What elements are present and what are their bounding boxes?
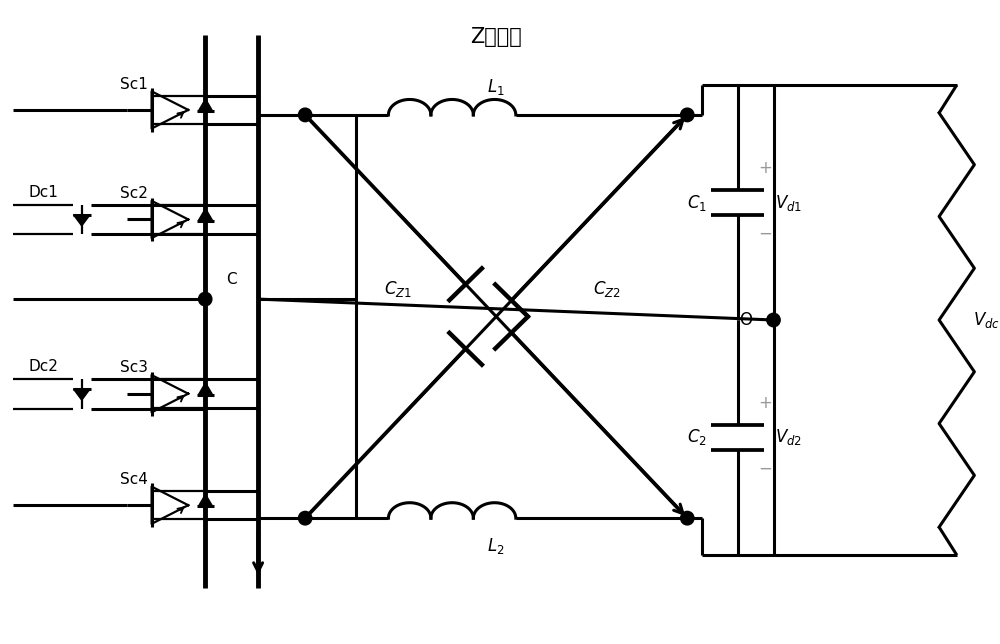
Text: +: +: [759, 393, 773, 412]
Text: $V_{d1}$: $V_{d1}$: [775, 193, 802, 213]
Circle shape: [681, 511, 694, 525]
Text: +: +: [759, 158, 773, 176]
Text: $C_{Z1}$: $C_{Z1}$: [384, 279, 412, 299]
Text: C: C: [226, 272, 237, 287]
Text: $L_1$: $L_1$: [487, 77, 505, 97]
Text: Z源网络: Z源网络: [470, 27, 522, 47]
Text: Sc4: Sc4: [120, 472, 148, 487]
Text: −: −: [759, 459, 773, 477]
Text: −: −: [759, 224, 773, 242]
Polygon shape: [73, 389, 90, 400]
Text: Sc1: Sc1: [120, 77, 148, 91]
Text: Sc3: Sc3: [120, 360, 148, 375]
Polygon shape: [198, 209, 213, 220]
Polygon shape: [198, 383, 213, 395]
Text: Dc1: Dc1: [29, 185, 58, 200]
Polygon shape: [73, 214, 90, 226]
Text: O: O: [739, 311, 752, 329]
Circle shape: [298, 511, 312, 525]
Text: $C_2$: $C_2$: [687, 428, 707, 448]
Text: $L_2$: $L_2$: [487, 536, 505, 556]
Polygon shape: [198, 494, 213, 506]
Text: $C_1$: $C_1$: [687, 193, 707, 213]
Polygon shape: [198, 99, 213, 111]
Circle shape: [298, 108, 312, 122]
Circle shape: [199, 292, 212, 306]
Circle shape: [681, 108, 694, 122]
Text: $V_{d2}$: $V_{d2}$: [775, 428, 802, 448]
Text: Sc2: Sc2: [120, 186, 148, 201]
Text: $C_{Z2}$: $C_{Z2}$: [593, 279, 621, 299]
Circle shape: [767, 313, 780, 327]
Text: Dc2: Dc2: [29, 359, 58, 374]
Text: $V_{dc}$: $V_{dc}$: [973, 310, 1000, 330]
